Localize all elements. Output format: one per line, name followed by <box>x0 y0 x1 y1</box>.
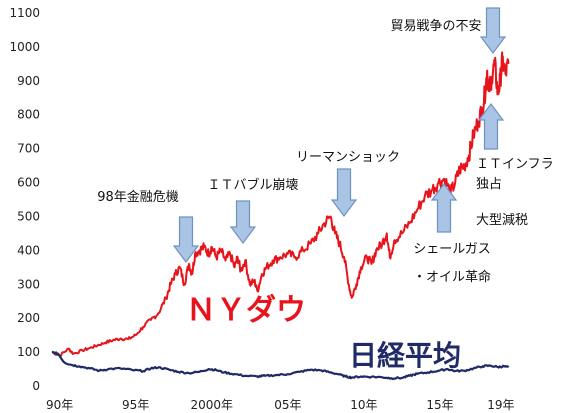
y-tick-label: 200 <box>17 311 40 325</box>
y-tick-label: 1000 <box>9 40 40 54</box>
series-label-ny-dow: ＮＹダウ <box>186 293 306 328</box>
y-tick-label: 600 <box>17 176 40 190</box>
plot-area <box>51 51 510 381</box>
series-line-ny-dow <box>51 51 510 357</box>
y-tick-label: 500 <box>17 209 40 223</box>
annotation-text: ＩＴインフラ <box>476 157 554 172</box>
y-tick-label: 1100 <box>9 6 40 20</box>
annotation-text: シェールガス <box>413 242 491 257</box>
y-tick-label: 100 <box>17 345 40 359</box>
y-axis: 0 100 200 300 400 500 600 700 800 900 1000 1100 <box>9 6 40 393</box>
x-tick-label: 95年 <box>122 398 149 412</box>
y-tick-label: 800 <box>17 108 40 122</box>
y-tick-label: 0 <box>32 379 40 393</box>
x-tick-label: 19年 <box>487 398 514 412</box>
x-tick-label: 90年 <box>46 398 73 412</box>
arrow-down-icon <box>479 7 507 54</box>
annotation-text: 貿易戦争の不安 <box>390 19 481 34</box>
y-tick-label: 400 <box>17 243 40 257</box>
annotation-text: ＩＴバブル崩壊 <box>207 177 298 193</box>
arrow-down-icon <box>172 216 200 263</box>
arrow-down-icon <box>330 168 358 217</box>
series-label-nikkei: 日経平均 <box>349 339 461 372</box>
x-tick-label: 15年 <box>426 398 453 412</box>
arrow-up-icon <box>477 103 505 150</box>
annotation-text: 大型減税 <box>476 212 528 228</box>
y-tick-label: 900 <box>17 74 40 88</box>
annotation-text: 独占 <box>476 177 502 192</box>
annotation-text: 98年金融危機 <box>97 189 179 205</box>
series-line-nikkei <box>51 350 510 381</box>
x-tick-label: 10年 <box>350 398 377 412</box>
x-tick-label: 05年 <box>274 398 301 412</box>
x-axis: 90年 95年 2000年 05年 10年 15年 19年 <box>46 398 515 412</box>
y-tick-label: 700 <box>17 142 40 156</box>
arrow-up-icon <box>430 183 458 233</box>
x-tick-label: 2000年 <box>190 398 233 412</box>
annotation-text: リーマンショック <box>296 150 400 165</box>
annotation-text: ・オイル革命 <box>413 269 491 285</box>
y-tick-label: 300 <box>17 277 40 291</box>
arrow-down-icon <box>229 200 257 244</box>
